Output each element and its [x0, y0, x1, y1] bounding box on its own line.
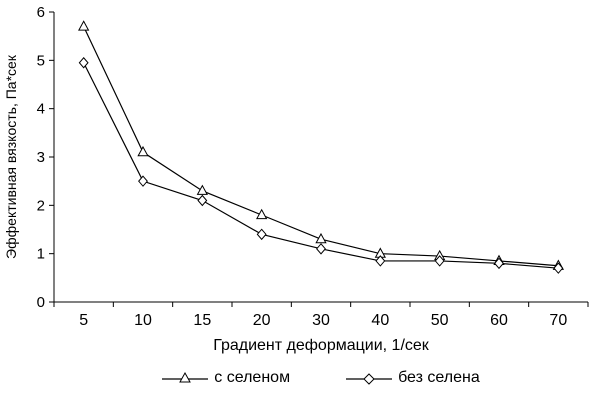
y-tick-label: 1 — [37, 246, 45, 263]
triangle-marker — [196, 184, 208, 195]
diamond-marker — [197, 194, 208, 207]
x-tick-label: 50 — [431, 312, 449, 329]
x-tick-label: 10 — [134, 312, 152, 329]
diamond-marker — [78, 56, 89, 69]
diamond-marker — [316, 243, 326, 255]
diamond-marker — [138, 175, 148, 187]
series-line-0 — [83, 26, 559, 267]
y-tick-label: 6 — [37, 4, 45, 21]
diamond-marker — [553, 262, 564, 274]
diamond-marker — [494, 257, 504, 270]
x-tick-label: 20 — [253, 312, 271, 329]
diamond-marker — [434, 255, 445, 267]
triangle-marker — [137, 145, 149, 157]
diamond-marker — [375, 255, 386, 267]
y-tick-label: 5 — [37, 52, 45, 69]
x-tick-label: 60 — [490, 312, 508, 329]
legend: с селеном без селена — [54, 369, 588, 387]
legend-label-without-selenium: без селена — [398, 369, 480, 386]
y-tick-label: 2 — [37, 197, 45, 214]
triangle-marker — [315, 232, 327, 244]
diamond-series-marker-icon — [346, 373, 393, 385]
triangle-series-marker-icon — [162, 371, 209, 383]
x-tick-label: 70 — [549, 312, 567, 329]
y-axis-title: Эффективная вязкость, Па*сек — [3, 54, 19, 259]
x-tick-label: 5 — [79, 312, 88, 329]
legend-label-with-selenium: с селеном — [214, 369, 291, 386]
legend-item-with-selenium: с селеном — [162, 369, 290, 387]
x-tick-label: 40 — [371, 312, 389, 329]
triangle-marker — [256, 208, 268, 220]
x-tick-label: 30 — [312, 312, 330, 329]
legend-item-without-selenium: без селена — [346, 369, 480, 387]
triangle-marker — [78, 20, 90, 31]
x-axis-title: Градиент деформации, 1/сек — [213, 337, 429, 354]
diamond-marker — [256, 228, 267, 241]
y-tick-label: 4 — [37, 101, 45, 118]
x-tick-label: 15 — [193, 312, 211, 329]
y-tick-label: 3 — [37, 149, 45, 166]
plot-area: Эффективная вязкость, Па*сек 0 1 2 3 4 5 6 5 10 1… — [3, 4, 589, 329]
y-tick-label: 0 — [37, 294, 45, 311]
